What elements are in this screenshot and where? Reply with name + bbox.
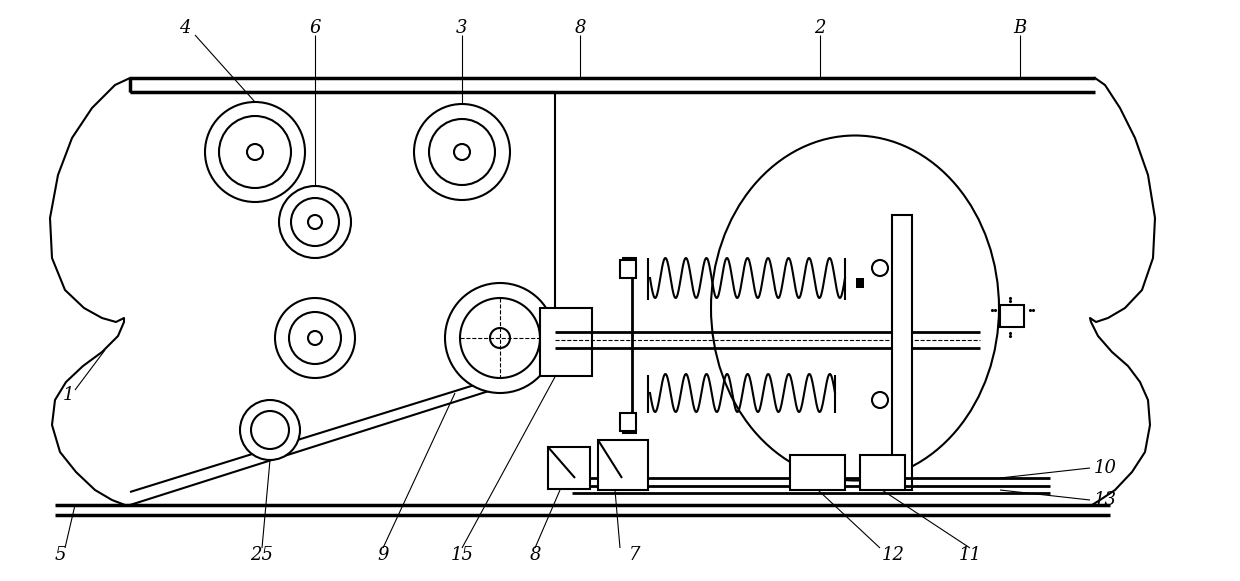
Bar	[892, 215, 911, 490]
Circle shape	[308, 331, 322, 345]
Bar	[861, 455, 905, 490]
Bar	[620, 260, 636, 278]
Circle shape	[872, 260, 888, 276]
Circle shape	[454, 144, 470, 160]
Text: 10: 10	[1094, 459, 1116, 477]
Text: 25: 25	[250, 546, 274, 564]
Text: 8: 8	[574, 19, 585, 37]
Text: B: B	[1013, 19, 1027, 37]
Circle shape	[205, 102, 305, 202]
Circle shape	[247, 144, 263, 160]
Circle shape	[291, 198, 339, 246]
Circle shape	[241, 400, 300, 460]
Text: 8: 8	[529, 546, 541, 564]
Circle shape	[275, 298, 355, 378]
Circle shape	[429, 119, 495, 185]
Circle shape	[414, 104, 510, 200]
Text: 1: 1	[62, 386, 73, 404]
Bar	[856, 278, 864, 288]
Circle shape	[308, 215, 322, 229]
Text: 6: 6	[309, 19, 321, 37]
Text: 11: 11	[959, 546, 982, 564]
Text: 7: 7	[629, 546, 641, 564]
Circle shape	[219, 116, 291, 188]
Text: 5: 5	[55, 546, 66, 564]
Text: 4: 4	[180, 19, 191, 37]
Text: 9: 9	[377, 546, 389, 564]
Circle shape	[250, 411, 289, 449]
Circle shape	[490, 328, 510, 348]
Text: 13: 13	[1094, 491, 1116, 509]
Circle shape	[445, 283, 556, 393]
Circle shape	[460, 298, 539, 378]
Bar	[999, 305, 1024, 327]
Circle shape	[872, 392, 888, 408]
Circle shape	[279, 186, 351, 258]
Bar	[548, 447, 590, 489]
Bar	[790, 455, 844, 490]
Bar	[598, 440, 649, 490]
Text: 3: 3	[456, 19, 467, 37]
Circle shape	[289, 312, 341, 364]
Text: 15: 15	[450, 546, 474, 564]
Bar	[539, 308, 591, 376]
Bar	[620, 413, 636, 431]
Text: 2: 2	[815, 19, 826, 37]
Text: 12: 12	[882, 546, 904, 564]
